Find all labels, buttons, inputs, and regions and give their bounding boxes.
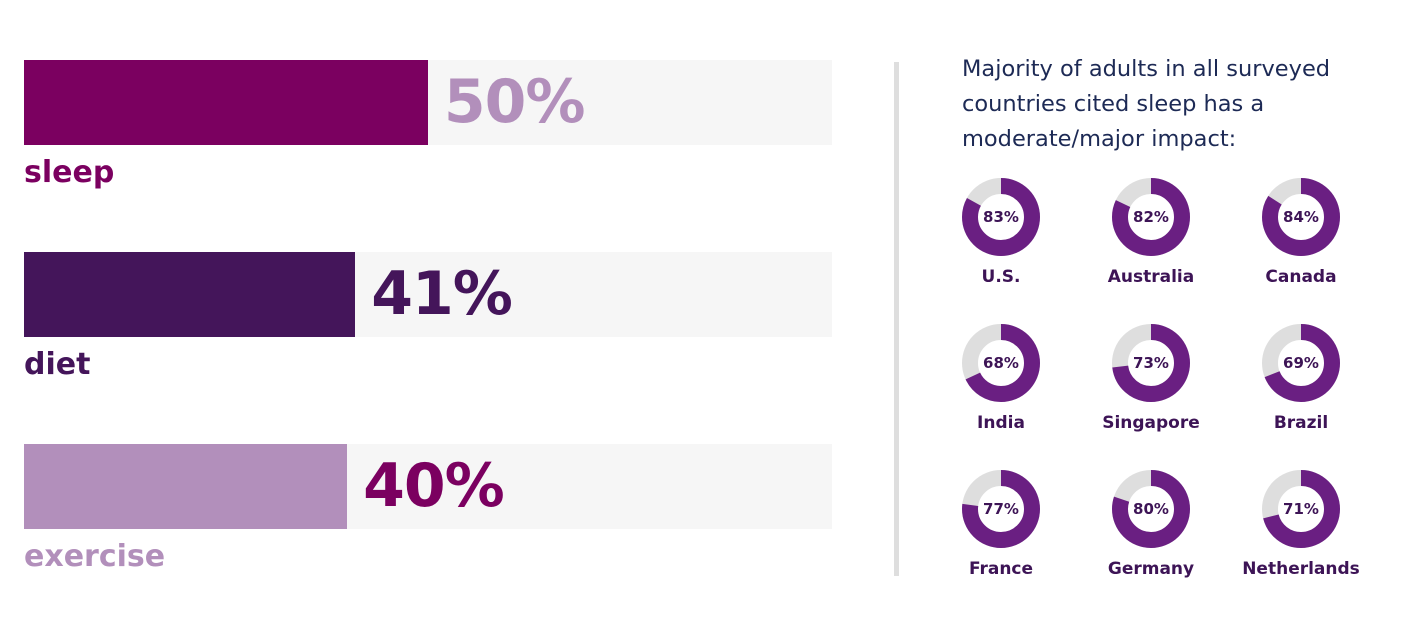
donut-brazil: 69% Brazil [1226, 324, 1376, 434]
donut-country-label: Germany [1107, 559, 1195, 579]
donut-value-arc [1262, 324, 1340, 402]
donut-france: 77% France [926, 470, 1076, 580]
donut-value-label: 83% [983, 208, 1019, 226]
bar-value-label: 40% [363, 451, 505, 521]
vertical-divider [894, 62, 899, 576]
donut-singapore: 73% Singapore [1076, 324, 1226, 434]
donut-value-label: 71% [1283, 500, 1319, 518]
bar-track [24, 252, 832, 337]
bar-category-label: sleep [24, 155, 115, 190]
donut-value-arc [1112, 178, 1190, 256]
donut-country-label: Singapore [1102, 413, 1200, 433]
donut-country-label: Brazil [1273, 413, 1329, 433]
donut-canada: 84% Canada [1226, 178, 1376, 288]
bar-exercise [24, 444, 348, 529]
donut-country-label: France [968, 559, 1034, 579]
bar-diet [24, 252, 356, 337]
bar-value-label: 41% [371, 259, 513, 329]
donut-value-label: 77% [983, 500, 1019, 518]
donut-value-arc [1262, 178, 1340, 256]
donut-india: 68% India [926, 324, 1076, 434]
donut-chart [1262, 178, 1340, 256]
bar-track [24, 60, 832, 145]
donut-value-label: 82% [1133, 208, 1169, 226]
bar-value-label: 50% [443, 67, 586, 137]
donut-chart [962, 178, 1040, 256]
donut-chart [1112, 470, 1190, 548]
donut-value-label: 80% [1133, 500, 1169, 518]
donut-value-label: 68% [983, 354, 1019, 372]
donut-chart [962, 470, 1040, 548]
donut-country-label: Australia [1107, 267, 1195, 287]
bar-category-label: diet [24, 347, 91, 382]
donut-value-arc [1112, 324, 1190, 402]
bar-item-sleep: 50% sleep [24, 60, 832, 190]
donut-country-label: India [977, 413, 1025, 433]
donut-grid-title: Majority of adults in all surveyed count… [962, 56, 1331, 152]
bar-category-label: exercise [24, 539, 166, 574]
donut-germany: 80% Germany [1076, 470, 1226, 580]
donut-value-arc [962, 178, 1040, 256]
donut-value-arc [1112, 470, 1190, 548]
bar-track [24, 444, 832, 529]
donut-chart [1262, 470, 1340, 548]
donut-country-label: Netherlands [1242, 559, 1360, 579]
donut-value-label: 84% [1283, 208, 1319, 226]
donut-value-arc [962, 470, 1040, 548]
donut-chart [962, 324, 1040, 402]
bar-item-exercise: 40% exercise [24, 444, 832, 574]
donut-australia: 82% Australia [1076, 178, 1226, 288]
donut-chart [1112, 178, 1190, 256]
donut-value-arc [962, 324, 1040, 402]
donut-value-label: 69% [1283, 354, 1319, 372]
donut-country-label: Canada [1265, 267, 1337, 287]
donut-u-s: 83% U.S. [926, 178, 1076, 288]
bar-sleep [24, 60, 428, 145]
donut-chart [1112, 324, 1190, 402]
donut-value-label: 73% [1133, 354, 1169, 372]
donut-netherlands: 71% Netherlands [1226, 470, 1376, 580]
donut-chart [1262, 324, 1340, 402]
donut-value-arc [1262, 470, 1340, 548]
bar-item-diet: 41% diet [24, 252, 832, 382]
donut-country-label: U.S. [981, 267, 1021, 287]
